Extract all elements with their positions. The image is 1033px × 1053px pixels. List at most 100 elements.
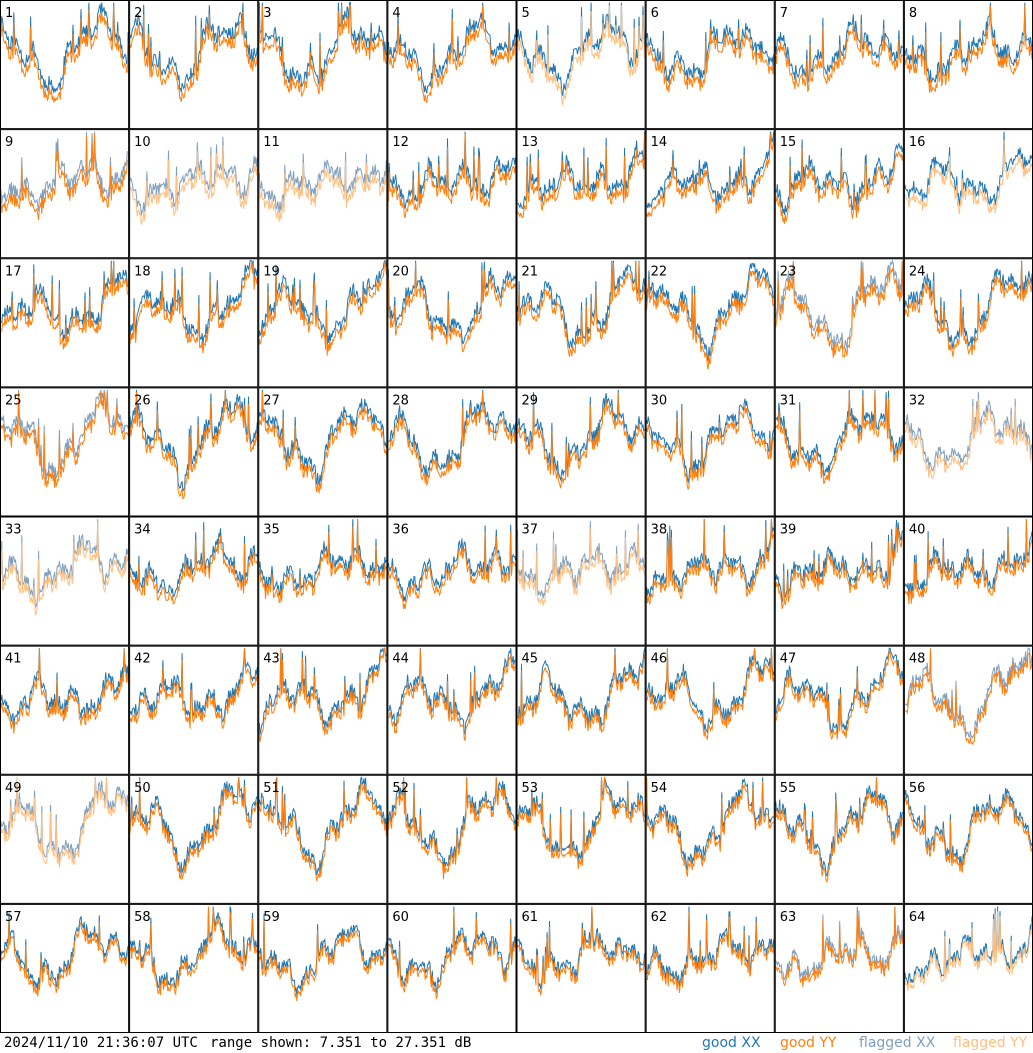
panel-border [645, 258, 775, 388]
xx-trace [904, 787, 1033, 867]
panel-label: 35 [263, 523, 280, 538]
panel-label: 1 [5, 6, 13, 21]
yy-trace [129, 11, 258, 102]
panel-label: 26 [134, 393, 151, 408]
panel-border [0, 129, 130, 259]
yy-trace [258, 262, 387, 356]
panel-label: 49 [5, 781, 22, 796]
panel-label: 57 [5, 910, 22, 925]
xx-trace [387, 906, 516, 995]
xx-trace [387, 777, 516, 873]
panel-label: 40 [909, 523, 926, 538]
panel-label: 24 [909, 264, 926, 279]
yy-trace [517, 777, 645, 869]
xx-trace [129, 260, 258, 346]
panel-45: 45 [516, 645, 646, 775]
yy-trace [387, 531, 516, 610]
xx-trace [517, 389, 645, 481]
panel-10: 10 [129, 129, 259, 259]
yy-trace [129, 777, 258, 880]
yy-trace [517, 392, 645, 489]
panel-label: 60 [392, 910, 409, 925]
xx-trace [258, 389, 387, 487]
panel-label: 7 [780, 6, 788, 21]
panel-border [774, 258, 904, 388]
panel-label: 31 [780, 393, 797, 408]
panel-51: 51 [258, 774, 388, 904]
panel-12: 12 [387, 129, 517, 259]
legend-flagged-yy: flagged YY [953, 1035, 1028, 1051]
panel-border [0, 387, 130, 517]
panel-label: 42 [134, 652, 151, 667]
panel-label: 53 [522, 781, 539, 796]
panel-3: 3 [258, 0, 388, 130]
panel-border [774, 129, 904, 259]
panel-label: 13 [522, 135, 539, 150]
panel-border [0, 645, 130, 775]
panel-border [516, 387, 646, 517]
panel-border [645, 645, 775, 775]
panel-border [129, 516, 259, 646]
panel-border [0, 903, 130, 1033]
panel-label: 32 [909, 393, 926, 408]
panel-57: 57 [0, 903, 130, 1033]
panel-label: 5 [522, 6, 530, 21]
panel-21: 21 [516, 258, 646, 388]
panel-19: 19 [258, 258, 388, 388]
panel-label: 29 [522, 393, 539, 408]
panel-border [645, 903, 775, 1033]
panel-border [0, 774, 130, 904]
panel-border [0, 0, 130, 130]
panel-border [387, 258, 517, 388]
panel-62: 62 [645, 903, 775, 1033]
panel-border [645, 0, 775, 130]
yy-trace [904, 399, 1033, 480]
panel-1: 1 [0, 0, 130, 130]
panel-label: 41 [5, 652, 22, 667]
yy-trace [0, 521, 129, 617]
panel-border [774, 516, 904, 646]
panel-47: 47 [774, 645, 904, 775]
xx-trace [0, 648, 129, 727]
panel-36: 36 [387, 516, 517, 646]
panel-55: 55 [774, 774, 904, 904]
xx-trace [129, 648, 258, 723]
footer-bar: 2024/11/10 21:36:07 UTC range shown: 7.3… [0, 1033, 1033, 1053]
yy-trace [775, 526, 904, 609]
panel-label: 2 [134, 6, 142, 21]
panel-border [387, 903, 517, 1033]
yy-trace [775, 390, 904, 484]
panel-border [129, 387, 259, 517]
xx-trace [258, 913, 387, 996]
yy-trace [904, 139, 1033, 215]
panel-label: 6 [651, 6, 659, 21]
panel-63: 63 [774, 903, 904, 1033]
yy-trace [775, 148, 904, 224]
panel-label: 10 [134, 135, 151, 150]
panel-33: 33 [0, 516, 130, 646]
xx-trace [258, 519, 387, 596]
panel-40: 40 [903, 516, 1033, 646]
panel-label: 58 [134, 910, 151, 925]
panel-46: 46 [645, 645, 775, 775]
panel-border [129, 645, 259, 775]
panel-label: 64 [909, 910, 926, 925]
yy-trace [904, 793, 1033, 873]
panel-label: 62 [651, 910, 668, 925]
panel-15: 15 [774, 129, 904, 259]
panel-52: 52 [387, 774, 517, 904]
panel-label: 19 [263, 264, 280, 279]
yy-trace [258, 777, 387, 882]
xx-trace [517, 648, 646, 728]
panel-label: 11 [263, 135, 280, 150]
panel-label: 9 [5, 135, 13, 150]
panel-border [129, 0, 259, 130]
yy-trace [646, 648, 775, 740]
xx-trace [517, 777, 645, 863]
panel-24: 24 [903, 258, 1033, 388]
panel-label: 38 [651, 523, 668, 538]
timestamp: 2024/11/10 21:36:07 UTC [4, 1035, 198, 1051]
xx-trace [129, 136, 258, 216]
yy-trace [387, 5, 516, 103]
